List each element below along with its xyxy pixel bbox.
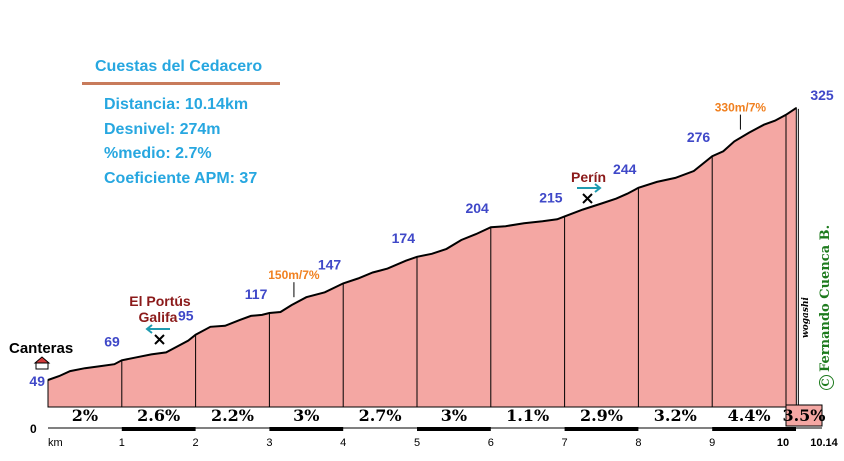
grade-box-last <box>785 404 823 427</box>
house-icon <box>33 356 51 364</box>
x-tick-label: 8 <box>635 437 641 449</box>
place-label-galifa: Galifa <box>139 309 178 325</box>
x-tick-label: 6 <box>488 437 494 449</box>
x-axis-label: km <box>48 437 63 449</box>
x-tick-label: 3 <box>266 437 272 449</box>
elevation-label: 174 <box>392 230 416 246</box>
place-label-portus: El Portús <box>129 293 191 309</box>
km-dividers-group <box>121 108 799 407</box>
segment-grade-label: 2.9% <box>580 406 623 425</box>
cross-icon <box>154 334 165 345</box>
profile-area-group <box>47 106 797 408</box>
km-scale-bar <box>121 427 196 431</box>
elevation-label: 276 <box>687 129 711 145</box>
elevation-labels-group: 49 69 95 117 147 174 204 215 244 276 325 150m/7% 330… <box>29 87 833 389</box>
segment-grade-label: 2.2% <box>211 406 254 425</box>
signature: wogashi <box>801 297 811 338</box>
x-tick-label: 10 <box>777 437 789 449</box>
x-tick-label: 4 <box>340 437 346 449</box>
segment-grade-label: 3.5% <box>782 406 825 425</box>
elevation-label: 147 <box>318 256 342 272</box>
segment-grade-label: 2.7% <box>359 406 402 425</box>
author-credit: C Fernando Cuenca B. <box>818 225 834 390</box>
km-scale-bar <box>712 427 786 431</box>
segment-grade-label: 2% <box>72 406 98 425</box>
segment-grade-label: 3% <box>441 406 467 425</box>
x-tick-label: 5 <box>414 437 420 449</box>
route-average-grade: %medio: 2.7% <box>104 145 212 162</box>
x-tick-label: 2 <box>193 437 199 449</box>
author-name: Fernando Cuenca B. <box>818 224 833 372</box>
segment-grade-label: 2.6% <box>137 406 180 425</box>
arrow-left-icon <box>145 324 170 334</box>
place-label-perin: Perín <box>571 169 606 185</box>
annotation-label: 330m/7% <box>715 101 767 115</box>
elevation-label: 325 <box>810 87 834 103</box>
km-scale-bar <box>269 427 344 431</box>
segment-grade-label: 3.2% <box>654 406 697 425</box>
km-scale-bar <box>786 427 796 431</box>
route-distance: Distancia: 10.14km <box>104 96 249 113</box>
elevation-label: 117 <box>245 286 268 302</box>
x-tick-label: 7 <box>562 437 568 449</box>
cross-icon <box>582 193 593 204</box>
route-elevation-gain: Desnivel: 274m <box>104 120 221 138</box>
km-scale-bar <box>564 427 639 431</box>
route-apm-coefficient: Coeficiente APM: 37 <box>104 169 258 187</box>
profile-line <box>47 107 797 381</box>
arrow-right-icon <box>577 183 602 193</box>
copyright-icon: C <box>819 375 834 390</box>
y-base-label: 0 <box>30 422 37 436</box>
place-label-canteras: Canteras <box>9 340 73 357</box>
elevation-label: 49 <box>29 373 45 389</box>
elevation-label: 69 <box>104 333 120 349</box>
segment-grades-group: 2% 2.6% 2.2% 3% 2.7% 3% 1.1% 2.9% 3.2% 4.4% 3.5% <box>72 404 826 427</box>
segment-grade-label: 4.4% <box>728 406 771 425</box>
route-info-panel: Cuestas del Cedacero Distancia: 10.14km … <box>82 58 282 191</box>
x-axis-group: 0 km 1 2 3 4 5 6 7 8 9 10 10.14 <box>30 422 839 449</box>
house-body-icon <box>35 362 49 370</box>
elevation-label: 215 <box>539 189 563 205</box>
x-tick-label: 9 <box>709 437 715 449</box>
segment-grade-label: 1.1% <box>506 406 549 425</box>
elevation-label: 204 <box>465 200 489 216</box>
x-tick-label: 1 <box>119 437 125 449</box>
route-title: Cuestas del Cedacero <box>82 58 280 85</box>
elevation-label: 244 <box>613 161 637 177</box>
elevation-label: 95 <box>178 308 194 324</box>
x-tick-label: 10.14 <box>810 437 838 449</box>
segment-grade-label: 3% <box>293 406 319 425</box>
km-scale-bar <box>417 427 491 431</box>
annotation-label: 150m/7% <box>268 268 320 282</box>
